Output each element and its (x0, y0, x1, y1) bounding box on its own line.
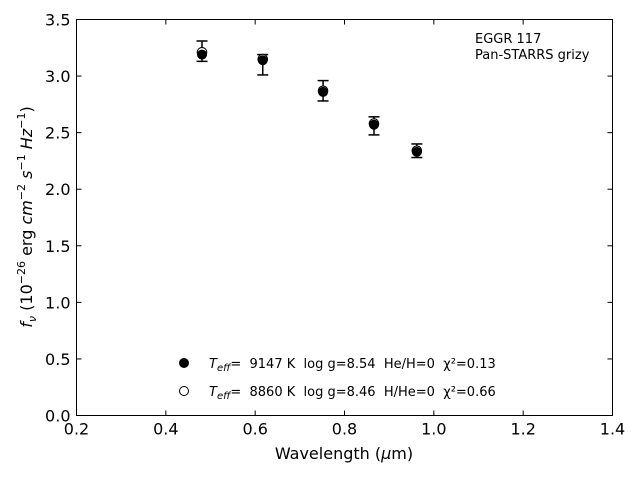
star-name-annotation: EGGR 117 (475, 32, 541, 47)
y-tick-label-0: 0.0 (45, 407, 70, 426)
filled-point-1 (257, 55, 268, 66)
x-tick-label-1: 0.4 (153, 420, 178, 439)
filled-point-2 (318, 86, 329, 97)
filled-point-3 (368, 119, 379, 130)
x-tick-label-4: 1.0 (421, 420, 446, 439)
x-tick-label-0: 0.2 (64, 420, 89, 439)
y-tick-label-7: 3.5 (45, 11, 70, 30)
legend-label-db-fit: Teff= 8860 K log g=8.46 H/He=0 χ²=0.66 (209, 385, 496, 402)
data-points (196, 47, 423, 157)
legend: Teff= 9147 K log g=8.54 He/H=0 χ²=0.13 T… (179, 357, 496, 402)
x-tick-label-6: 1.4 (600, 420, 625, 439)
legend-marker-filled (179, 358, 189, 368)
filled-point-0 (197, 49, 208, 60)
y-tick-label-4: 2.0 (45, 180, 70, 199)
x-tick-label-3: 0.8 (332, 420, 357, 439)
y-tick-label-1: 0.5 (45, 350, 70, 369)
y-tick-label-2: 1.0 (45, 293, 70, 312)
error-bars (196, 40, 423, 159)
survey-annotation: Pan-STARRS grizy (475, 48, 590, 63)
y-axis-label: fν (10−26 erg cm−2 s−1 Hz−1) (15, 106, 39, 327)
y-tick-label-3: 1.5 (45, 237, 70, 256)
filled-point-4 (411, 146, 422, 157)
x-tick-label-2: 0.6 (242, 420, 267, 439)
axis-ticks: 0.2 0.4 0.6 0.8 1.0 1.2 1.4 0.0 0.5 1.0 1.5 2.0 2.5 3… (45, 11, 625, 439)
legend-marker-open (179, 386, 189, 396)
y-tick-label-6: 3.0 (45, 67, 70, 86)
legend-label-da-fit: Teff= 9147 K log g=8.54 He/H=0 χ²=0.13 (209, 357, 496, 374)
x-tick-label-5: 1.2 (510, 420, 535, 439)
x-axis-label: Wavelength (μm) (275, 444, 413, 463)
y-tick-label-5: 2.5 (45, 124, 70, 143)
